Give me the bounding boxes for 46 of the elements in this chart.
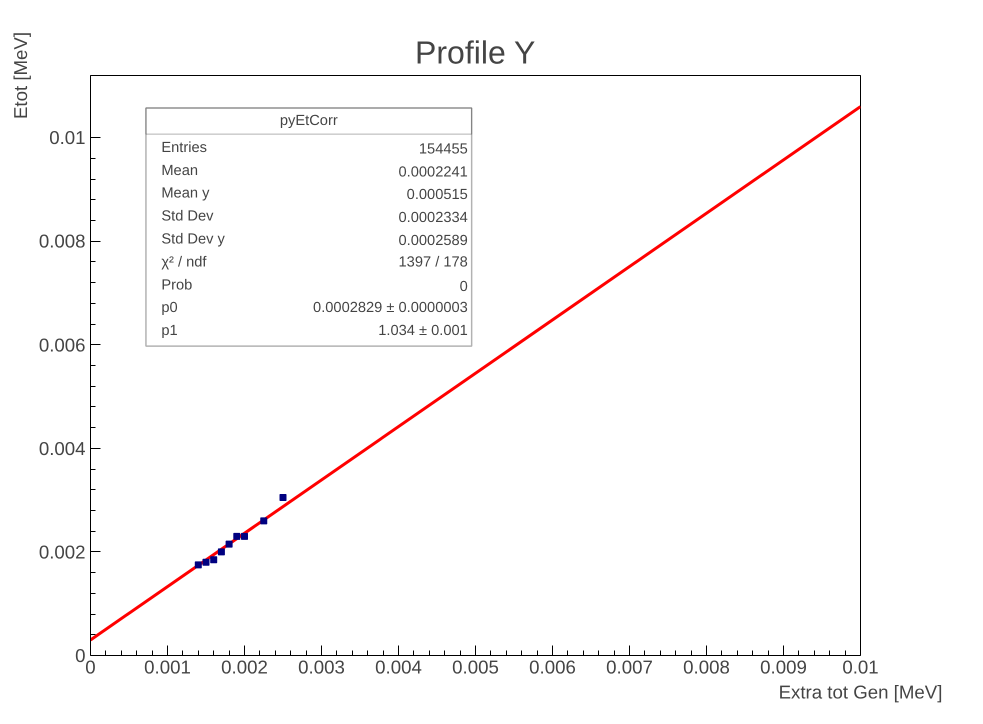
annotation: χ² / ndf [161, 254, 208, 270]
annotation: Std Dev y [161, 231, 226, 248]
x-tick-label: 0.007 [606, 656, 653, 678]
annotation: 1397 / 178 [398, 254, 468, 270]
annotation: 0.0002589 [398, 232, 468, 249]
x-tick-label: 0.004 [375, 656, 422, 678]
x-axis-title: Extra tot Gen [MeV] [778, 682, 942, 702]
annotation: 1.034 ± 0.001 [378, 323, 468, 340]
annotation: 0.000515 [406, 187, 468, 204]
chart-title: Profile Y [415, 34, 536, 70]
point [280, 494, 286, 502]
y-tick-label: 0.002 [38, 541, 86, 562]
point [218, 548, 225, 556]
x-tick-label: 0.009 [760, 656, 807, 678]
annotation: Mean [161, 162, 198, 179]
x-tick-label: 0.002 [221, 656, 268, 678]
y-tick-label: 0.004 [38, 438, 86, 459]
x-tick-label: 0.003 [298, 656, 345, 678]
annotation: Entries [161, 140, 207, 156]
annotation: 0.0002241 [398, 164, 468, 180]
annotation: p1 [161, 323, 178, 340]
annotation: 154455 [418, 141, 468, 158]
y-axis-title: Etot [MeV] [10, 32, 31, 120]
point [226, 540, 233, 548]
point [260, 517, 268, 524]
x-tick-label: 0.01 [842, 656, 879, 678]
annotation: 0.0002334 [398, 210, 468, 226]
x-tick-label: 0.001 [144, 656, 191, 678]
y-tick-label: 0.006 [38, 334, 86, 356]
point [210, 556, 218, 564]
annotation: p0 [161, 300, 178, 316]
point [241, 532, 248, 540]
annotation: 0.0002829 ± 0.0000003 [313, 300, 468, 316]
annotation: Std Dev [161, 208, 214, 225]
point [202, 558, 210, 566]
annotation: pyEtCorr [280, 113, 338, 130]
y-tick-label: 0.01 [49, 127, 86, 148]
x-tick-label: 0.008 [683, 656, 730, 678]
annotation: Prob [161, 277, 192, 294]
annotation: 0 [460, 278, 468, 295]
x-tick-label: 0.005 [452, 656, 499, 678]
point [194, 561, 202, 568]
point [233, 532, 240, 540]
annotation: Mean y [161, 186, 210, 202]
y-tick-label: 0.008 [38, 230, 86, 252]
x-tick-label: 0.006 [529, 656, 576, 678]
